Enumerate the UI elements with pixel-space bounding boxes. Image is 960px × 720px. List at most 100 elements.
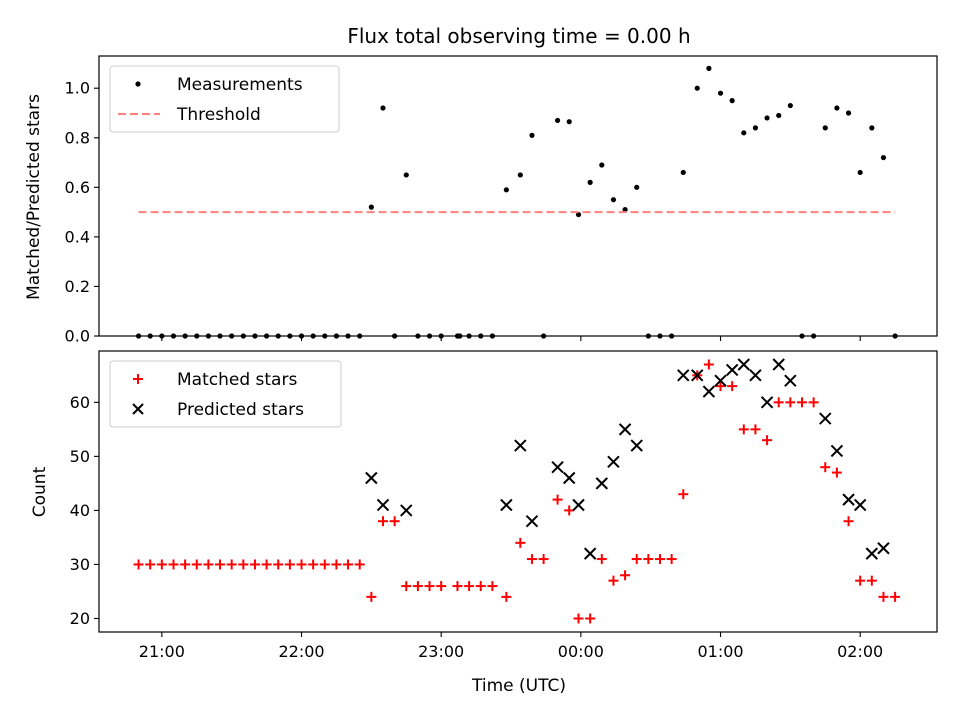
matched-stars-point bbox=[238, 559, 249, 570]
ratio-legend-box bbox=[109, 65, 340, 133]
measurement-point bbox=[741, 130, 747, 136]
y-tick-label: 1.0 bbox=[65, 79, 90, 98]
matched-stars-point bbox=[436, 581, 447, 592]
matched-stars-point bbox=[273, 559, 284, 570]
matched-stars-point bbox=[878, 591, 889, 602]
matched-stars-point bbox=[308, 559, 319, 570]
matched-stars-point bbox=[261, 559, 272, 570]
predicted-stars-point bbox=[563, 471, 576, 485]
ratio-axes-frame bbox=[98, 55, 938, 337]
predicted-stars-point bbox=[819, 412, 832, 425]
matched-stars-point bbox=[424, 581, 435, 592]
legend-threshold-label: Threshold bbox=[176, 105, 261, 125]
legend-measurements-label: Measurements bbox=[177, 75, 303, 95]
matched-stars-point bbox=[738, 424, 749, 435]
matched-stars-point bbox=[654, 554, 665, 565]
x-axis-label: Time (UTC) bbox=[471, 676, 566, 696]
matched-stars-point bbox=[526, 554, 537, 565]
predicted-stars-point bbox=[714, 374, 727, 387]
measurement-point bbox=[529, 132, 535, 138]
matched-stars-point bbox=[284, 559, 295, 570]
matched-stars-point bbox=[296, 559, 307, 570]
matched-stars-point bbox=[750, 424, 761, 435]
predicted-stars-point bbox=[865, 547, 879, 560]
matched-stars-point bbox=[215, 559, 226, 570]
y-tick-label: 20 bbox=[70, 609, 90, 628]
predicted-stars-point bbox=[725, 363, 739, 377]
measurement-point bbox=[729, 98, 735, 104]
predicted-stars-point bbox=[595, 477, 609, 490]
x-tick-label: 21:00 bbox=[139, 642, 185, 661]
count-y-axis-label: Count bbox=[30, 466, 50, 517]
matched-stars-point bbox=[354, 559, 365, 570]
y-tick-label: 0.8 bbox=[65, 128, 90, 147]
x-tick-label: 22:00 bbox=[278, 642, 324, 661]
measurement-point bbox=[869, 125, 875, 131]
matched-stars-point bbox=[573, 613, 584, 624]
measurement-point bbox=[517, 172, 523, 178]
measurement-point bbox=[403, 172, 409, 178]
matched-stars-point bbox=[319, 559, 330, 570]
predicted-stars-point bbox=[500, 498, 513, 512]
y-tick-label: 60 bbox=[70, 393, 90, 412]
predicted-stars-point bbox=[749, 369, 762, 382]
legend-measurements-marker bbox=[135, 81, 141, 87]
matched-stars-point bbox=[180, 559, 191, 570]
matched-stars-point bbox=[401, 581, 412, 592]
predicted-stars-point bbox=[514, 439, 527, 452]
measurement-point bbox=[610, 197, 617, 203]
matched-stars-point bbox=[773, 397, 784, 408]
predicted-stars-point bbox=[677, 369, 690, 382]
measurement-point bbox=[822, 125, 828, 131]
matched-stars-point bbox=[133, 559, 144, 570]
matched-stars-point bbox=[855, 575, 866, 586]
y-tick-label: 30 bbox=[70, 555, 90, 574]
chart-title: Flux total observing time = 0.00 h bbox=[347, 24, 690, 48]
measurement-point bbox=[554, 117, 561, 124]
predicted-stars-point bbox=[618, 423, 632, 436]
matched-stars-point bbox=[703, 359, 714, 370]
matched-stars-point bbox=[890, 591, 901, 602]
legend-predicted-label: Predicted stars bbox=[177, 400, 304, 420]
measurement-point bbox=[752, 125, 759, 131]
matched-stars-point bbox=[820, 462, 831, 473]
matched-stars-point bbox=[343, 559, 354, 570]
predicted-stars-point bbox=[583, 547, 597, 560]
predicted-stars-point bbox=[572, 498, 585, 512]
ratio-y-axis-label: Matched/Predicted stars bbox=[24, 94, 44, 300]
count-panel: 20 30 40 50 60 21:00 22:00 23:00 00:00 01:00 02:00… bbox=[30, 350, 938, 696]
measurement-point bbox=[706, 65, 712, 71]
measurement-point bbox=[599, 162, 605, 168]
y-tick-label: 50 bbox=[70, 447, 90, 466]
measurement-point bbox=[503, 187, 509, 193]
matched-stars-point bbox=[666, 554, 677, 565]
matched-stars-point bbox=[501, 591, 512, 602]
predicted-stars-point bbox=[365, 471, 378, 485]
count-legend: Matched stars Predicted stars bbox=[109, 360, 342, 428]
count-series-marks bbox=[133, 358, 901, 624]
matched-stars-point bbox=[377, 516, 388, 527]
legend-matched-marker bbox=[133, 374, 143, 384]
measurement-point bbox=[717, 90, 724, 96]
y-tick-label: 0.0 bbox=[65, 327, 90, 346]
matched-stars-point bbox=[762, 435, 773, 446]
matched-stars-point bbox=[585, 613, 596, 624]
matched-stars-point bbox=[475, 581, 486, 592]
measurement-point bbox=[845, 110, 852, 116]
matched-stars-point bbox=[866, 575, 877, 586]
predicted-stars-point bbox=[784, 374, 797, 387]
matched-stars-point bbox=[249, 559, 260, 570]
measurement-point bbox=[380, 105, 386, 111]
matched-stars-point bbox=[412, 581, 423, 592]
matched-stars-point bbox=[191, 559, 202, 570]
matched-stars-point bbox=[487, 581, 498, 592]
legend-matched-label: Matched stars bbox=[177, 370, 297, 390]
matched-stars-point bbox=[226, 559, 237, 570]
x-tick-label: 02:00 bbox=[837, 642, 883, 661]
x-tick-label: 01:00 bbox=[697, 642, 743, 661]
matched-stars-point bbox=[366, 591, 377, 602]
x-tick-label: 23:00 bbox=[418, 642, 464, 661]
predicted-stars-point bbox=[772, 358, 785, 371]
predicted-stars-point bbox=[842, 493, 855, 506]
measurement-point bbox=[575, 211, 582, 218]
